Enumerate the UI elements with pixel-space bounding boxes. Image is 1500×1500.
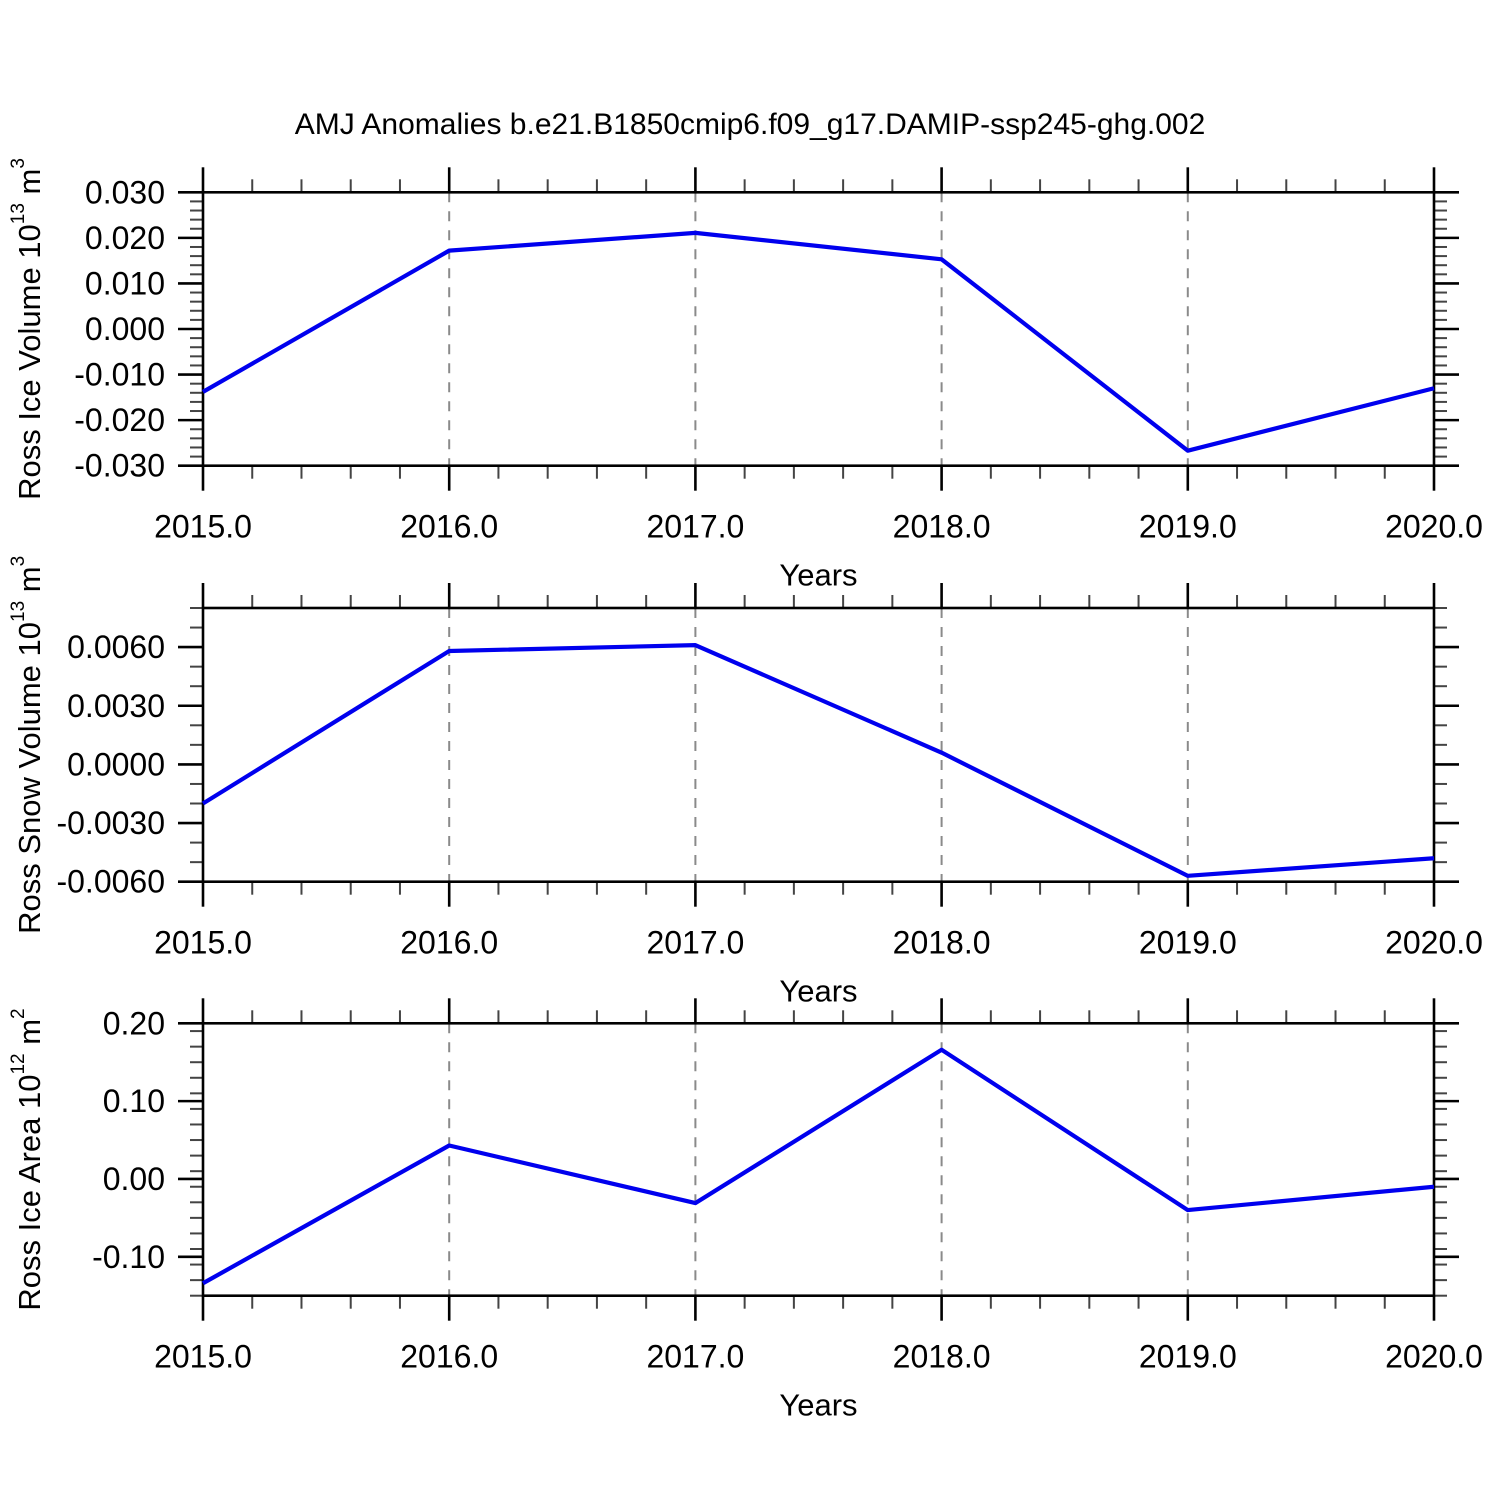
x-tick-label: 2015.0 <box>154 925 252 961</box>
plot-frame <box>201 1021 1436 1297</box>
ross-ice-area-series-line <box>201 1047 1435 1286</box>
x-tick-label: 2020.0 <box>1385 509 1483 545</box>
y-ticks: 0.0060 0.0030 0.0000 -0.0030 -0.0060 <box>56 607 1459 900</box>
y-tick-label: 0.000 <box>85 311 165 347</box>
plot-frame <box>201 191 1436 467</box>
x-tick-label: 2016.0 <box>400 1339 498 1375</box>
x-tick-label: 2020.0 <box>1385 1339 1483 1375</box>
y-tick-label: 0.020 <box>85 220 165 256</box>
plot-frame <box>201 606 1436 884</box>
x-tick-label: 2020.0 <box>1385 925 1483 961</box>
panel-ross-snow-volume: 0.0060 0.0030 0.0000 -0.0030 -0.0060 2015.0 20… <box>8 556 1483 1009</box>
y-tick-label: 0.0000 <box>67 746 165 782</box>
y-tick-label: -0.10 <box>92 1239 165 1275</box>
x-tick-label: 2017.0 <box>646 509 744 545</box>
y-tick-label: -0.0060 <box>56 864 165 900</box>
y-tick-label: -0.0030 <box>56 805 165 841</box>
x-tick-label: 2017.0 <box>646 1339 744 1375</box>
x-tick-label: 2018.0 <box>893 1339 991 1375</box>
y-tick-label: 0.20 <box>103 1005 165 1041</box>
x-tick-label: 2017.0 <box>646 925 744 961</box>
y-axis-title: Ross Ice Area 1012 m2 <box>8 1008 47 1310</box>
y-tick-label: 0.010 <box>85 265 165 301</box>
y-tick-label: 0.0030 <box>67 688 165 724</box>
y-tick-label: 0.10 <box>103 1083 165 1119</box>
y-tick-label: 0.00 <box>103 1161 165 1197</box>
ross-ice-volume-series-line <box>201 230 1435 453</box>
x-tick-label: 2019.0 <box>1139 509 1237 545</box>
y-tick-label: -0.030 <box>74 448 165 484</box>
x-tick-label: 2016.0 <box>400 925 498 961</box>
y-axis-title: Ross Ice Volume 1013 m3 <box>8 158 47 500</box>
y-tick-label: -0.020 <box>74 402 165 438</box>
y-tick-label: 0.0060 <box>67 629 165 665</box>
x-axis-title: Years <box>779 1388 857 1423</box>
x-tick-label: 2019.0 <box>1139 1339 1237 1375</box>
x-tick-label: 2015.0 <box>154 509 252 545</box>
x-ticks <box>201 167 1436 491</box>
y-tick-label: 0.030 <box>85 174 165 210</box>
x-tick-label: 2015.0 <box>154 1339 252 1375</box>
y-tick-label: -0.010 <box>74 357 165 393</box>
panel-ross-ice-volume: 0.030 0.020 0.010 0.000 -0.010 -0.020 -0.030 20… <box>8 158 1483 593</box>
x-axis-title: Years <box>779 558 857 593</box>
x-ticks <box>201 998 1436 1321</box>
ross-snow-volume-series-line <box>201 643 1435 878</box>
x-tick-label: 2019.0 <box>1139 925 1237 961</box>
x-tick-label: 2016.0 <box>400 509 498 545</box>
x-ticks <box>201 583 1436 907</box>
y-ticks: 0.20 0.10 0.00 -0.10 <box>92 1005 1459 1297</box>
chart-title: AMJ Anomalies b.e21.B1850cmip6.f09_g17.D… <box>294 108 1206 141</box>
x-tick-label: 2018.0 <box>893 509 991 545</box>
y-ticks: 0.030 0.020 0.010 0.000 -0.010 -0.020 -0.030 <box>74 174 1459 484</box>
x-tick-label: 2018.0 <box>893 925 991 961</box>
panel-ross-ice-area: 0.20 0.10 0.00 -0.10 2015.0 2016.0 2017.0 2018.… <box>8 998 1483 1423</box>
y-axis-title: Ross Snow Volume 1013 m3 <box>8 556 47 934</box>
x-axis-title: Years <box>779 974 857 1009</box>
